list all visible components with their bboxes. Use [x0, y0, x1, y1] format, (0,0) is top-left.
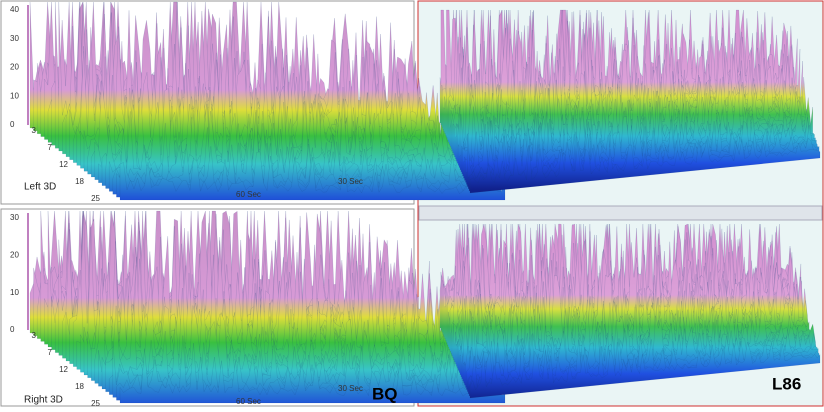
time-label: 30 Sec: [338, 384, 363, 393]
depth-tick-label: 25: [91, 194, 100, 203]
surface-row: [119, 151, 506, 201]
depth-tick-label: 3: [32, 126, 37, 135]
y-tick-label: 10: [10, 288, 19, 297]
surface-row: [469, 139, 821, 194]
y-tick-label: 0: [10, 325, 15, 334]
y-tick-label: 30: [10, 34, 19, 43]
depth-tick-label: 25: [91, 399, 100, 407]
y-tick-label: 20: [10, 250, 19, 259]
y-tick-label: 0: [10, 120, 15, 129]
depth-tick-label: 18: [75, 382, 84, 391]
time-label: 30 Sec: [338, 177, 363, 186]
time-label: 60 Sec: [236, 397, 261, 406]
y-tick-label: 20: [10, 63, 19, 72]
depth-tick-label: 12: [59, 160, 68, 169]
y-tick-label: 10: [10, 91, 19, 100]
panel-label: Left 3D: [24, 182, 56, 193]
time-label: 60 Sec: [236, 190, 261, 199]
depth-tick-label: 7: [48, 348, 53, 357]
surfaces: [29, 1, 821, 404]
depth-tick-label: 7: [48, 143, 53, 152]
caption: BQ: [372, 384, 398, 403]
toolbar: [418, 205, 823, 221]
depth-tick-label: 18: [75, 177, 84, 186]
y-tick-label: 30: [10, 213, 19, 222]
y-tick-label: 40: [10, 5, 19, 14]
depth-tick-label: 12: [59, 365, 68, 374]
caption: L86: [772, 374, 801, 393]
surface-row: [119, 343, 506, 404]
surface-row: [469, 342, 821, 399]
panel-label: Right 3D: [24, 395, 63, 406]
depth-tick-label: 3: [32, 331, 37, 340]
